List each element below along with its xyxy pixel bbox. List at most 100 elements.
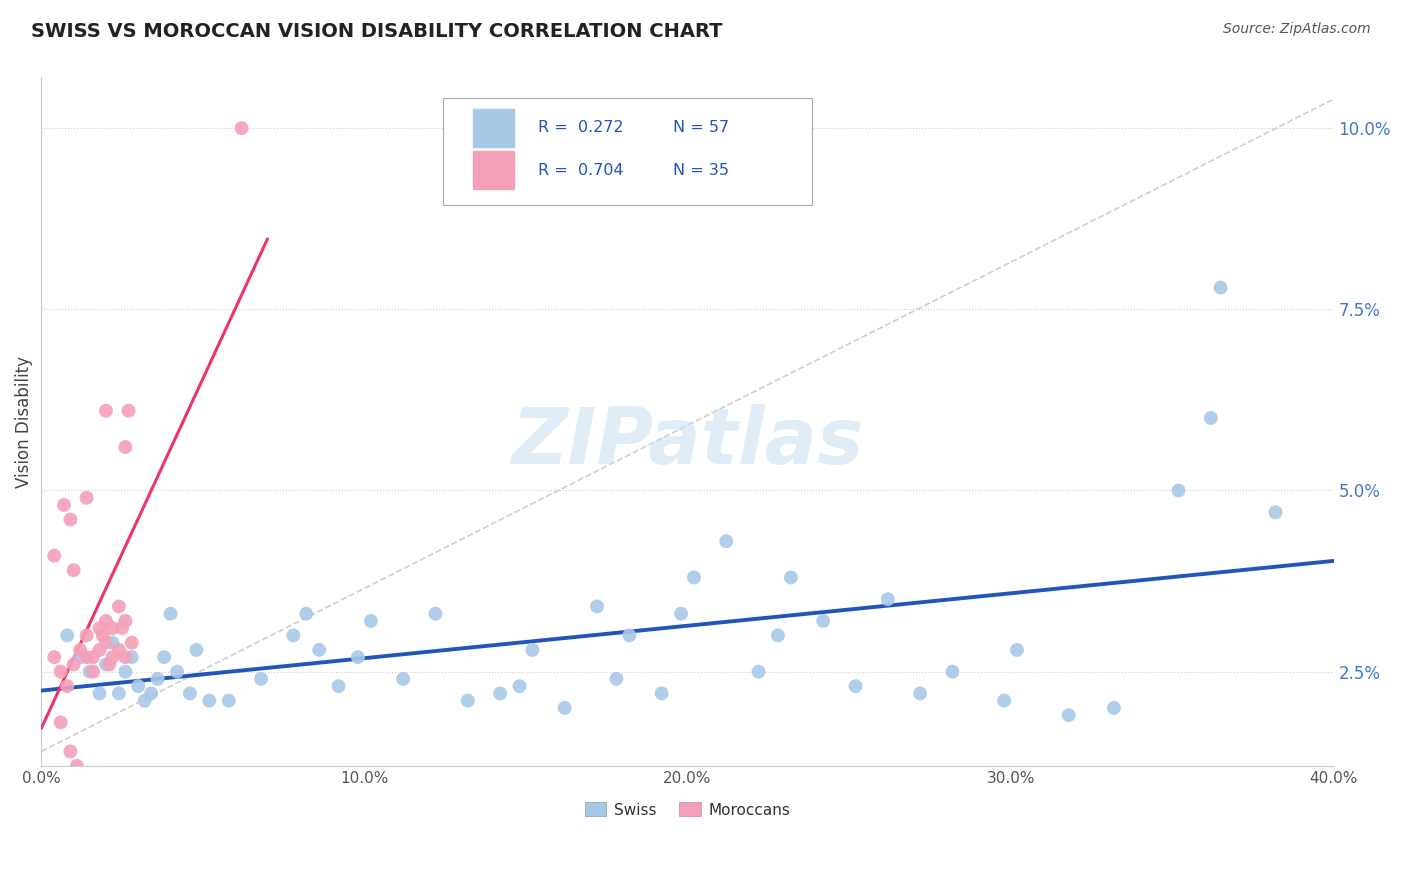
Point [52,498,75,512]
Point [114,614,136,628]
Point [308,643,330,657]
Point [62,563,84,577]
Point [651,686,673,700]
Point [69,650,91,665]
Point [82,665,104,679]
Point [766,628,789,642]
Text: SWISS VS MOROCCAN VISION DISABILITY CORRELATION CHART: SWISS VS MOROCCAN VISION DISABILITY CORR… [31,22,723,41]
Point [166,665,188,679]
Point [159,607,181,621]
Point [44,549,66,563]
Point [328,679,350,693]
Text: N = 57: N = 57 [673,120,730,136]
Point [457,693,479,707]
Point [876,592,898,607]
Point [146,672,169,686]
Point [89,686,111,700]
Point [56,628,79,642]
Point [94,404,117,418]
Point [76,628,98,642]
Point [108,643,131,657]
Point [250,672,273,686]
Point [49,715,72,730]
Y-axis label: Vision Disability: Vision Disability [15,356,32,488]
Point [779,570,801,584]
Point [111,621,134,635]
Bar [472,109,515,146]
Point [153,650,176,665]
Text: ZIPatlas: ZIPatlas [512,404,863,480]
Point [69,643,91,657]
Point [554,701,576,715]
Point [114,650,136,665]
Point [941,665,963,679]
Point [94,614,117,628]
Point [89,643,111,657]
FancyBboxPatch shape [443,98,811,205]
Point [89,621,111,635]
Legend: Swiss, Moroccans: Swiss, Moroccans [579,797,796,823]
Point [619,628,641,642]
Point [586,599,609,614]
Text: Source: ZipAtlas.com: Source: ZipAtlas.com [1223,22,1371,37]
Point [114,440,136,454]
Point [108,686,131,700]
Point [392,672,415,686]
Point [117,404,139,418]
Point [508,679,530,693]
Point [844,679,866,693]
Point [59,512,82,526]
Point [94,657,117,672]
Bar [472,152,515,189]
Point [179,686,201,700]
Point [94,635,117,649]
Point [114,665,136,679]
Text: N = 35: N = 35 [673,163,730,178]
Point [108,599,131,614]
Point [44,650,66,665]
Point [121,650,143,665]
Point [489,686,512,700]
Text: R =  0.272: R = 0.272 [537,120,623,136]
Point [127,679,149,693]
Text: R =  0.704: R = 0.704 [537,163,623,178]
Point [908,686,931,700]
Point [101,650,124,665]
Point [56,679,79,693]
Point [347,650,370,665]
Point [1167,483,1189,498]
Point [91,628,114,642]
Point [748,665,770,679]
Point [218,693,240,707]
Point [231,121,253,136]
Point [522,643,544,657]
Point [425,607,447,621]
Point [98,657,121,672]
Point [76,650,98,665]
Point [198,693,221,707]
Point [605,672,627,686]
Point [62,657,84,672]
Point [295,607,318,621]
Point [811,614,834,628]
Point [683,570,706,584]
Point [101,621,124,635]
Point [134,693,156,707]
Point [121,635,143,649]
Point [993,693,1015,707]
Point [1209,280,1232,294]
Point [1264,505,1286,519]
Point [1102,701,1125,715]
Point [49,665,72,679]
Point [59,744,82,758]
Point [76,491,98,505]
Point [141,686,163,700]
Point [101,635,124,649]
Point [66,759,89,773]
Point [79,665,101,679]
Point [669,607,692,621]
Point [283,628,305,642]
Point [360,614,382,628]
Point [186,643,208,657]
Point [1199,411,1222,425]
